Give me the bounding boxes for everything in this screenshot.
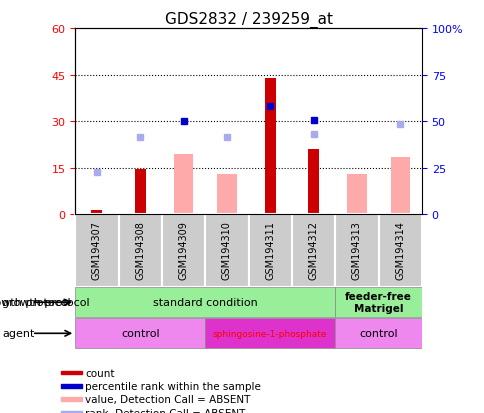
Text: GSM194310: GSM194310 xyxy=(222,221,231,279)
Bar xyxy=(334,215,378,287)
Bar xyxy=(162,215,205,287)
Bar xyxy=(205,215,248,287)
Text: control: control xyxy=(121,328,159,339)
Bar xyxy=(291,215,334,287)
Text: GSM194307: GSM194307 xyxy=(91,221,102,280)
Text: GSM194314: GSM194314 xyxy=(394,221,405,279)
Text: GSM194308: GSM194308 xyxy=(135,221,145,279)
Text: percentile rank within the sample: percentile rank within the sample xyxy=(85,381,260,391)
Bar xyxy=(205,319,334,349)
Bar xyxy=(173,154,193,215)
Bar xyxy=(135,170,145,215)
Bar xyxy=(390,157,409,215)
Text: feeder-free
Matrigel: feeder-free Matrigel xyxy=(345,292,411,313)
Title: GDS2832 / 239259_at: GDS2832 / 239259_at xyxy=(164,12,332,28)
Text: GSM194312: GSM194312 xyxy=(308,221,318,280)
Text: sphingosine-1-phosphate: sphingosine-1-phosphate xyxy=(212,329,327,338)
Bar xyxy=(75,319,205,349)
Bar xyxy=(248,215,291,287)
Bar xyxy=(60,384,81,388)
Text: GSM194313: GSM194313 xyxy=(351,221,361,279)
Bar xyxy=(91,210,102,215)
Text: value, Detection Call = ABSENT: value, Detection Call = ABSENT xyxy=(85,394,250,404)
Bar xyxy=(60,411,81,413)
Bar xyxy=(347,174,366,215)
Bar xyxy=(334,319,421,349)
Bar xyxy=(308,150,318,215)
Bar xyxy=(217,174,236,215)
Bar xyxy=(75,215,118,287)
Text: GSM194309: GSM194309 xyxy=(178,221,188,279)
Text: GSM194311: GSM194311 xyxy=(265,221,274,279)
Text: standard condition: standard condition xyxy=(152,297,257,308)
Bar xyxy=(60,371,81,375)
Bar xyxy=(378,215,421,287)
Bar xyxy=(75,287,334,317)
Bar xyxy=(264,78,275,215)
Bar xyxy=(334,287,421,317)
Text: rank, Detection Call = ABSENT: rank, Detection Call = ABSENT xyxy=(85,408,245,413)
Text: control: control xyxy=(359,328,397,339)
Text: agent: agent xyxy=(2,328,35,339)
Bar xyxy=(118,215,162,287)
Text: count: count xyxy=(85,368,114,377)
Bar xyxy=(60,397,81,401)
Text: growth protocol: growth protocol xyxy=(0,297,70,308)
Text: growth protocol: growth protocol xyxy=(2,297,90,308)
